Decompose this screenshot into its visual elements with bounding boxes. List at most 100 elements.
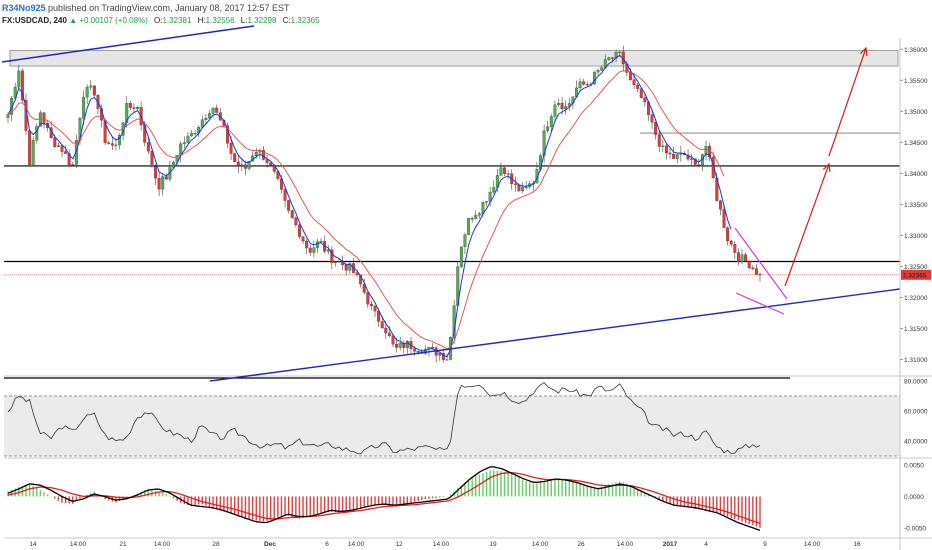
candle-bear <box>146 142 150 152</box>
high-value: 1.32556 <box>205 16 235 25</box>
time-axis-label: 9 <box>763 541 767 548</box>
candle-bull <box>190 133 193 137</box>
candle-bear <box>294 217 298 225</box>
close-value: 1.32365 <box>290 16 320 25</box>
candle-bear <box>736 252 740 262</box>
candle-bull <box>593 71 596 85</box>
candle-bear <box>384 327 388 334</box>
candle-bear <box>290 210 294 218</box>
candle-bear <box>132 107 136 109</box>
candle-bear <box>355 272 359 276</box>
candle-bull <box>6 114 10 118</box>
change-up-icon: ▲ <box>69 16 78 25</box>
candle-bear <box>308 247 312 253</box>
rsi-pane[interactable] <box>4 381 932 459</box>
candle-bear <box>369 303 373 306</box>
candle-bear <box>297 224 301 237</box>
time-axis-label: 14:00 <box>532 541 549 548</box>
candle-bear <box>668 152 672 155</box>
candle-bull <box>172 162 175 168</box>
candle-bull <box>78 118 82 141</box>
candle-bear <box>560 103 564 110</box>
candle-bull <box>485 201 488 203</box>
candle-bull <box>200 119 204 128</box>
candle-bear <box>67 153 71 166</box>
price-axis-label: 1.33500 <box>904 202 928 209</box>
candle-bull <box>208 113 211 119</box>
candle-bull <box>182 142 186 144</box>
publish-line: R34No925 published on TradingView.com, J… <box>2 2 882 14</box>
time-axis-label: 14:00 <box>70 541 87 548</box>
resistance-zone <box>9 50 899 67</box>
macd-pane[interactable] <box>4 466 932 539</box>
candle-bear <box>395 344 399 348</box>
candle-bear <box>269 162 273 166</box>
price-axis-label: 1.31000 <box>904 357 928 364</box>
candle-bear <box>654 122 658 135</box>
price-axis-label: 1.35500 <box>904 78 928 85</box>
symbol-label[interactable]: FX:USDCAD, 240 <box>2 16 67 25</box>
candle-bear <box>632 79 636 86</box>
candle-bull <box>740 254 744 262</box>
price-pane[interactable] <box>1 25 932 382</box>
candle-bull <box>10 98 14 115</box>
candle-bear <box>226 125 229 144</box>
candle-bull <box>254 152 258 156</box>
candle-bull <box>600 67 604 71</box>
candle-bull <box>56 145 60 147</box>
high-label: H: <box>197 16 206 25</box>
candle-bear <box>60 145 64 152</box>
candle-bear <box>744 254 748 262</box>
projection-arrow-1-head <box>822 162 831 173</box>
candle-bull <box>204 118 208 120</box>
candle-bear <box>391 335 395 345</box>
candle-bear <box>305 240 309 249</box>
price-axis-label: 1.33000 <box>904 233 928 240</box>
author-username[interactable]: R34No925 <box>2 3 46 13</box>
rsi-line <box>7 381 761 455</box>
candle-bear <box>672 153 676 159</box>
candle-bull <box>477 213 481 216</box>
candle-bear <box>110 143 114 146</box>
candle-bear <box>643 97 647 103</box>
candle-bear <box>157 177 161 190</box>
candle-bear <box>143 124 147 143</box>
time-axis-label: 28 <box>212 541 220 548</box>
candle-bear <box>711 156 715 179</box>
price-axis-label: 1.32500 <box>904 264 928 271</box>
candle-bear <box>718 200 722 210</box>
candle-bull <box>463 234 467 247</box>
candle-bull <box>35 126 39 141</box>
candle-bear <box>639 88 643 98</box>
time-axis-label: Dec <box>264 541 276 548</box>
candle-bear <box>265 159 269 163</box>
candle-bull <box>348 263 352 271</box>
candle-bull <box>405 341 409 348</box>
candle-bear <box>582 81 586 85</box>
price-axis-label: 1.34500 <box>904 140 928 147</box>
candle-bear <box>287 200 291 211</box>
candle-bear <box>244 164 247 169</box>
candle-bear <box>693 158 697 165</box>
candle-bull <box>661 145 665 147</box>
candle-bear <box>92 85 96 96</box>
candle-bear <box>164 176 168 180</box>
candle-bear <box>215 107 219 113</box>
time-axis-label: 2017 <box>663 541 678 548</box>
candle-bull <box>438 353 442 356</box>
candle-bear <box>236 161 240 166</box>
candle-bear <box>107 142 111 144</box>
time-axis-label: 21 <box>119 541 127 548</box>
candle-bear <box>154 166 157 179</box>
last-price-badge <box>901 269 931 280</box>
ohlc-line: FX:USDCAD, 240 ▲ +0.00107 (+0.08%) O:1.3… <box>2 15 882 27</box>
candle-bear <box>229 143 233 154</box>
candle-bull <box>333 261 337 264</box>
candle-bear <box>301 236 305 242</box>
candle-bull <box>136 107 139 109</box>
candle-bull <box>524 186 528 188</box>
rsi-axis-label: 40.0000 <box>904 439 928 446</box>
candle-bear <box>747 260 751 269</box>
time-axis-label: 6 <box>325 541 329 548</box>
